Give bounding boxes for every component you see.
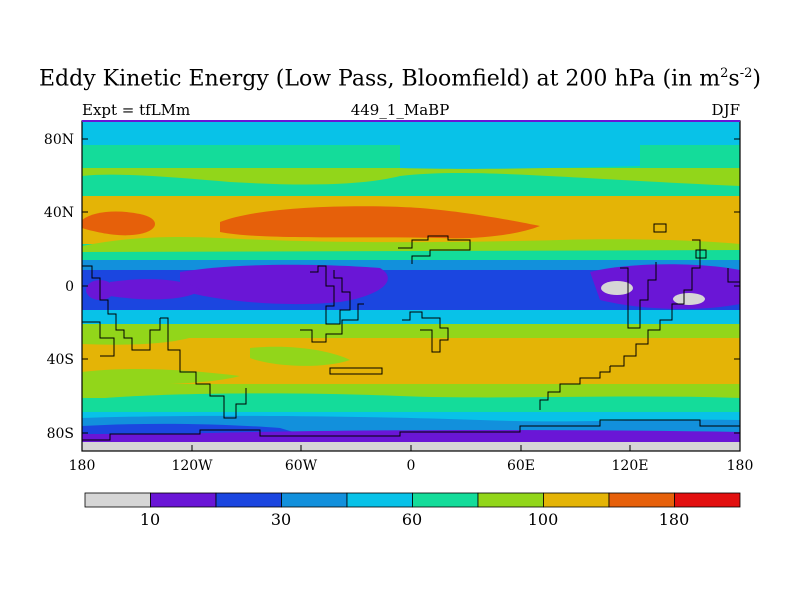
coast-europe <box>398 235 471 264</box>
colorbar-label: 100 <box>528 510 559 529</box>
y-ticks <box>82 138 740 434</box>
y-tick-label: 40S <box>47 352 74 368</box>
nh-jet-main <box>220 206 540 239</box>
nh-cyan-bulge <box>400 139 640 169</box>
x-tick-label: 180 <box>69 458 96 474</box>
x-tick-label: 120E <box>612 458 649 474</box>
coast-americas-sw <box>82 321 115 357</box>
sh-storm-bulge <box>400 341 640 368</box>
nh-green-tongue <box>82 173 740 196</box>
colorbar-swatch <box>608 492 675 508</box>
coast-island <box>329 367 383 375</box>
coast-asia-east <box>610 239 701 367</box>
y-tick-label: 40N <box>44 205 74 221</box>
x-tick-label: 0 <box>407 458 416 474</box>
band-tropics-n <box>82 260 740 270</box>
colorbar-swatch <box>215 492 282 508</box>
eke-field <box>82 121 740 451</box>
y-tick-label: 80N <box>44 132 74 148</box>
x-tick-label: 60W <box>285 458 318 474</box>
x-tick-label: 180 <box>727 458 754 474</box>
coast-africa-south <box>300 303 364 343</box>
band-tropics-s <box>82 310 740 324</box>
colorbar-label: 10 <box>140 510 160 529</box>
coast-americas-south <box>160 317 247 419</box>
chart-title: Eddy Kinetic Energy (Low Pass, Bloomfiel… <box>39 66 761 92</box>
antarctic-indigo-bulge <box>82 423 300 434</box>
coast-australia <box>620 262 657 329</box>
colorbar-swatch <box>150 492 217 508</box>
coast-greenland <box>695 249 707 259</box>
colorbar-swatch <box>543 492 610 508</box>
coastlines <box>82 223 740 441</box>
coast-japan <box>653 223 667 233</box>
sh-green-patch <box>250 346 350 366</box>
coast-americas-north <box>82 265 161 351</box>
coast-antarctica <box>82 419 740 441</box>
grey-minimum-1 <box>601 281 633 295</box>
x-ticks <box>81 445 741 451</box>
sh-green-tongue <box>82 369 240 385</box>
band-polar-cap <box>82 121 740 145</box>
nh-jet-atlantic <box>82 211 155 236</box>
coast-africa-west <box>310 265 351 325</box>
experiment-label: Expt = tfLMm <box>82 101 191 119</box>
colorbar-swatch <box>412 492 479 508</box>
colorbar-swatch <box>477 492 544 508</box>
coast-south-america-tip <box>539 366 611 410</box>
colorbar-swatch <box>84 492 151 508</box>
tropical-min-west <box>180 264 388 305</box>
run-label: 449_1_MaBP <box>350 101 450 119</box>
colorbar-label: 30 <box>271 510 291 529</box>
grey-minimum-2 <box>673 293 705 305</box>
colorbar <box>84 492 741 508</box>
nh-jet-edge <box>82 236 740 252</box>
tropical-min-africa <box>110 279 200 300</box>
colorbar-label: 60 <box>402 510 422 529</box>
y-tick-label: 0 <box>65 279 74 295</box>
antarctic-purple <box>82 430 740 442</box>
colorbar-swatch <box>674 492 741 508</box>
x-tick-label: 60E <box>507 458 535 474</box>
band-sh-mid <box>82 324 740 338</box>
coast-asia-north <box>727 268 740 283</box>
sh-green-patch-west <box>82 328 200 345</box>
colorbar-label: 180 <box>659 510 690 529</box>
y-tick-label: 80S <box>47 426 74 442</box>
season-label: DJF <box>711 101 740 119</box>
coast-africa-east <box>402 311 449 353</box>
colorbar-swatch <box>281 492 348 508</box>
x-tick-label: 120W <box>171 458 213 474</box>
colorbar-swatch <box>346 492 413 508</box>
